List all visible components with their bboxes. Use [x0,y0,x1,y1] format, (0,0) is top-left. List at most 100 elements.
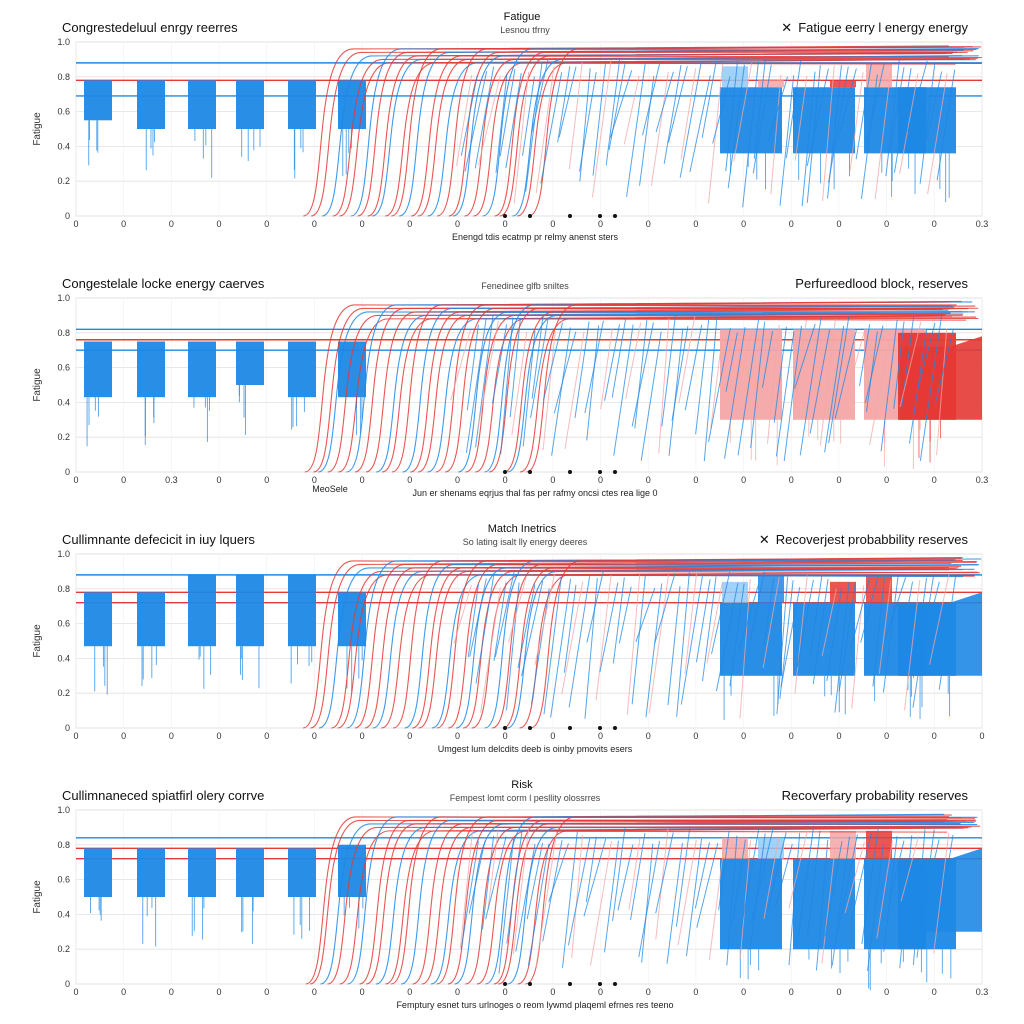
y-tick-label: 0 [65,723,70,733]
curve-spike [725,60,739,172]
curve-spike [785,60,802,159]
curve-spike [477,75,501,165]
curve-spike [661,315,676,427]
curve-spike [899,835,913,969]
x-tick-label: 0 [598,475,603,485]
fatigue-curve [399,48,979,217]
curve-spike [574,321,590,418]
curve-spike [712,76,731,144]
x-tick-label: 0 [169,731,174,741]
curve-spike [899,72,919,174]
fatigue-curve [506,569,963,729]
panel-title-left: Cullimnante defecicit in iuy lquers [62,532,255,547]
axis-marker [568,982,572,986]
curve-spike [884,577,907,642]
curve-spike [667,585,681,706]
axis-marker [598,470,602,474]
curve-spike [729,583,745,687]
curve-spike [568,62,583,170]
curve-spike [531,316,544,399]
curve-spike [737,327,753,392]
y-tick-label: 1.0 [57,805,70,815]
curve-spike [612,577,625,664]
fatigue-curve [427,58,963,217]
panel-title-right: Recoverfary probability reserves [782,788,969,803]
chart-panel-4: 1.00.80.60.40.200 0 0 0 0 0 0 0 0 0 0 0 0 0 0 0 0 0 0 0.3Cu… [32,779,988,1010]
fatigue-curve [454,823,978,985]
bar-cap [866,830,892,859]
x-tick-label: 0 [503,475,508,485]
y-tick-label: 0.4 [57,909,70,919]
curve-spike [623,75,640,145]
panel-title-left: Congrestedeluul enrgy reerres [62,20,238,35]
curve-spike [844,841,865,914]
bar [236,80,264,129]
curve-spike [561,581,584,695]
curve-spike [551,327,571,456]
fatigue-curve [421,825,981,985]
curve-spike [797,827,814,939]
fatigue-curve [304,304,952,473]
curve-spike [586,571,604,643]
x-tick-label: 0 [217,731,222,741]
curve-spike [684,324,703,411]
x-tick-label: 0 [312,475,317,485]
curve-spike [635,587,656,643]
x-tick-label: 0 [884,987,889,997]
x-tick-label: 0 [932,987,937,997]
x-tick-label: 0 [407,475,412,485]
y-tick-label: 0.2 [57,688,70,698]
curve-spike [638,840,661,958]
curve-spike [522,330,536,447]
curve-spike [794,575,808,694]
curve-spike [929,573,950,665]
curve-spike [579,68,591,182]
y-tick-label: 0 [65,467,70,477]
panel-subtitle: Lesnou tfrny [500,25,550,35]
curve-spike [872,577,885,687]
panel-title-right: Recoverjest probabbility reserves [776,532,969,547]
bar [793,87,855,154]
curve-spike [564,331,585,449]
curve-spike [865,331,878,412]
x-tick-label: 0 [312,987,317,997]
bar [793,858,855,950]
curve-spike [655,71,674,133]
x-axis-label: Umgest lum delcdits deeb is oinby pmovit… [438,744,633,754]
curve-spike [880,319,898,452]
fatigue-curve [347,816,978,985]
fatigue-curve [412,567,949,729]
area-fill [900,592,982,676]
curve-spike [531,59,549,133]
fatigue-curve [484,559,956,729]
curve-spike [464,71,488,172]
curve-spike [850,832,872,921]
curve-spike [543,576,562,715]
curve-spike [540,72,563,184]
bar [84,848,112,897]
x-tick-label: 0 [932,219,937,229]
fatigue-curve [346,301,973,473]
fatigue-curve [354,305,976,473]
x-tick-label: 0 [550,731,555,741]
curve-spike [828,315,850,444]
curve-spike [763,578,775,647]
curve-spike [590,840,613,966]
curve-spike [563,584,577,673]
curve-spike [453,584,472,644]
fatigue-curve [448,562,952,729]
curve-spike [535,66,555,193]
curve-spike [733,63,753,162]
fatigue-curve [367,52,947,217]
fatigue-curve [458,311,968,473]
y-tick-label: 1.0 [57,293,70,303]
fatigue-curve [339,830,948,985]
curve-spike [591,59,612,198]
y-tick-label: 0.8 [57,328,70,338]
curve-spike [762,576,780,668]
x-tick-label: 0 [741,987,746,997]
x-tick-label: 0 [550,475,555,485]
fatigue-curve [321,52,953,217]
bar [338,341,366,398]
curve-spike [508,575,527,643]
